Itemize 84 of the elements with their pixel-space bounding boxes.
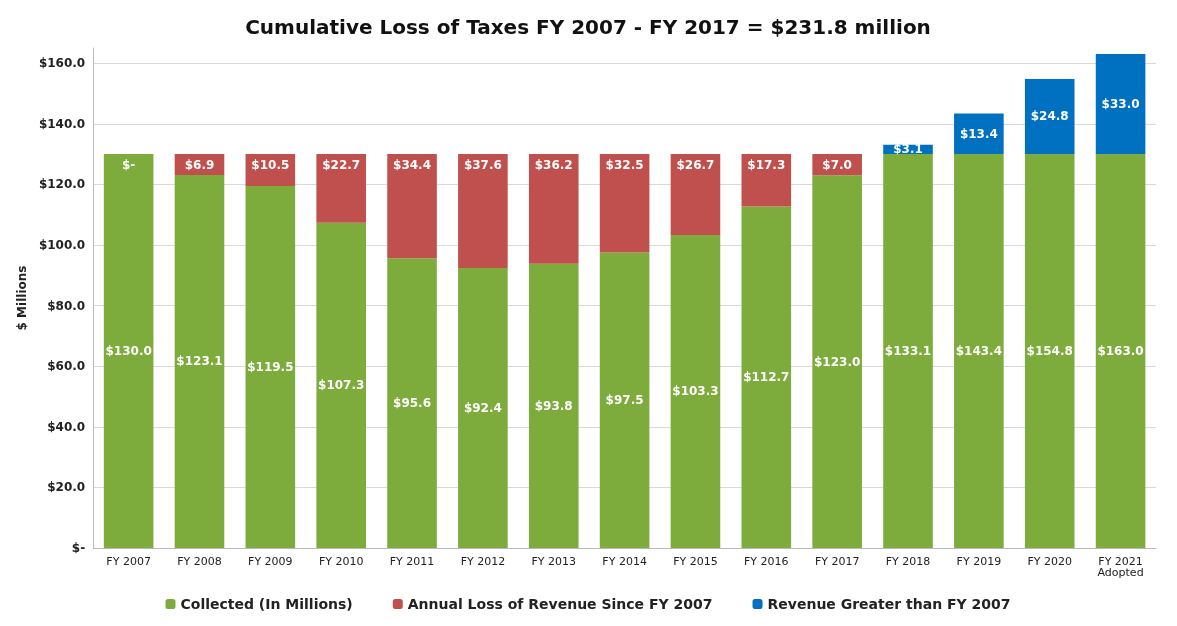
data-label: $6.9 xyxy=(184,158,215,173)
bar xyxy=(599,252,650,548)
y-tick-label: $60.0 xyxy=(47,359,86,374)
bar xyxy=(387,258,437,548)
legend-label: Annual Loss of Revenue Since FY 2007 xyxy=(407,596,713,612)
data-label: $93.8 xyxy=(534,398,573,413)
bar xyxy=(599,154,650,253)
bar xyxy=(741,154,792,207)
data-label: $7.0 xyxy=(822,158,852,173)
x-tick-label: FY 2020 xyxy=(1027,555,1072,568)
data-label: $37.6 xyxy=(463,158,502,173)
data-label: $112.7 xyxy=(743,370,790,385)
data-label: $17.3 xyxy=(747,158,786,173)
bar xyxy=(812,175,862,548)
bar xyxy=(883,154,933,548)
bar xyxy=(1095,154,1146,548)
bar xyxy=(103,154,154,548)
y-tick-label: $120.0 xyxy=(38,177,86,192)
data-label: $3.1 xyxy=(893,142,923,157)
x-tick-label: FY 2007 xyxy=(106,555,151,568)
y-axis-title: $ Millions xyxy=(15,265,29,331)
data-label: $97.5 xyxy=(605,393,644,408)
x-tick-label: FY 2011 xyxy=(389,555,435,568)
x-tick-label: FY 2017 xyxy=(814,555,860,568)
data-label: $103.3 xyxy=(672,384,719,399)
data-label: $24.8 xyxy=(1030,109,1069,124)
bar xyxy=(670,234,721,548)
data-label: $- xyxy=(121,158,136,173)
data-label: $123.1 xyxy=(176,354,223,369)
bar xyxy=(316,154,366,223)
bar xyxy=(458,154,508,268)
y-tick-label: $160.0 xyxy=(38,56,86,71)
x-tick-label: FY 2010 xyxy=(318,555,364,568)
bar xyxy=(458,268,508,548)
data-label: $130.0 xyxy=(105,344,152,359)
x-tick-label: FY 2021 Adopted xyxy=(1097,555,1144,579)
total-label: $133.1 xyxy=(884,344,932,359)
y-tick-label: $- xyxy=(71,541,86,555)
bar xyxy=(741,206,792,548)
total-label: $163.0 xyxy=(1097,344,1144,359)
bar xyxy=(174,174,225,548)
data-label: $33.0 xyxy=(1101,97,1140,112)
data-label: $22.7 xyxy=(322,158,361,173)
y-tick-label: $40.0 xyxy=(47,419,86,434)
x-tick-label: FY 2015 xyxy=(673,555,718,568)
bar xyxy=(954,113,1004,155)
data-label: $36.2 xyxy=(534,158,573,173)
bar xyxy=(1024,78,1075,155)
total-label: $143.4 xyxy=(955,344,1003,359)
bar xyxy=(1024,154,1075,548)
bar xyxy=(528,263,579,548)
bar xyxy=(316,222,366,548)
y-tick-label: $20.0 xyxy=(47,480,86,495)
y-tick-label: $100.0 xyxy=(38,237,86,252)
legend-label: Collected (In Millions) xyxy=(180,596,353,612)
y-tick-label: $140.0 xyxy=(38,116,86,131)
x-tick-label: FY 2008 xyxy=(177,555,222,568)
x-tick-label: FY 2019 xyxy=(956,555,1002,568)
total-label: $154.8 xyxy=(1026,344,1073,359)
data-label: $123.0 xyxy=(814,354,861,369)
data-label: $13.4 xyxy=(959,126,998,141)
data-label: $107.3 xyxy=(318,378,365,393)
x-tick-label: FY 2012 xyxy=(460,555,506,568)
legend-label: Revenue Greater than FY 2007 xyxy=(767,596,1011,612)
bar xyxy=(528,154,579,264)
bar xyxy=(387,154,437,259)
bar xyxy=(954,154,1004,548)
x-tick-label: FY 2009 xyxy=(248,555,293,568)
data-label: $10.5 xyxy=(251,158,290,173)
data-label: $32.5 xyxy=(605,158,644,173)
bar xyxy=(670,154,721,235)
data-label: $92.4 xyxy=(463,401,502,415)
x-tick-label: FY 2013 xyxy=(531,555,577,568)
data-label: $119.5 xyxy=(247,359,294,374)
x-tick-label: FY 2016 xyxy=(744,555,789,568)
chart-title: Cumulative Loss of Taxes FY 2007 - FY 2017 = $231.8 million xyxy=(245,15,931,39)
x-tick-label: FY 2018 xyxy=(885,555,931,568)
y-tick-label: $80.0 xyxy=(47,298,86,313)
bar xyxy=(245,185,296,548)
bar xyxy=(1095,54,1146,155)
data-label: $26.7 xyxy=(676,158,715,173)
data-label: $95.6 xyxy=(393,396,432,411)
x-tick-label: FY 2014 xyxy=(602,555,647,568)
data-label: $34.4 xyxy=(393,158,432,173)
